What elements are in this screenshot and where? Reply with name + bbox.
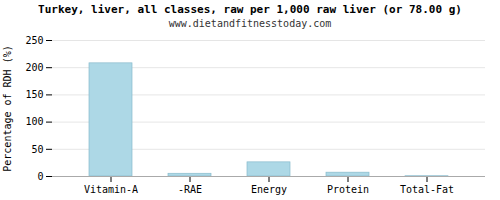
html-text:Turkey, liver, all classes, ra: Turkey, liver, all classes, raw per 1,00… (38, 3, 462, 16)
svg-text:100: 100 (25, 116, 43, 127)
svg-text:Protein: Protein (327, 184, 369, 195)
svg-text:Vitamin-A: Vitamin-A (84, 184, 138, 195)
svg-text:Energy: Energy (251, 184, 287, 195)
svg-text:250: 250 (25, 35, 43, 46)
svg-text:Percentage of RDH (%): Percentage of RDH (%) (2, 45, 13, 171)
svg-text:150: 150 (25, 89, 43, 100)
svg-text:0: 0 (37, 171, 43, 182)
svg-text:-RAE: -RAE (178, 184, 202, 195)
svg-text:50: 50 (31, 144, 43, 155)
svg-text:200: 200 (25, 62, 43, 73)
html-text:www.dietandfitnesstoday.com: www.dietandfitnesstoday.com (168, 18, 332, 29)
svg-text:Total-Fat: Total-Fat (400, 184, 454, 195)
